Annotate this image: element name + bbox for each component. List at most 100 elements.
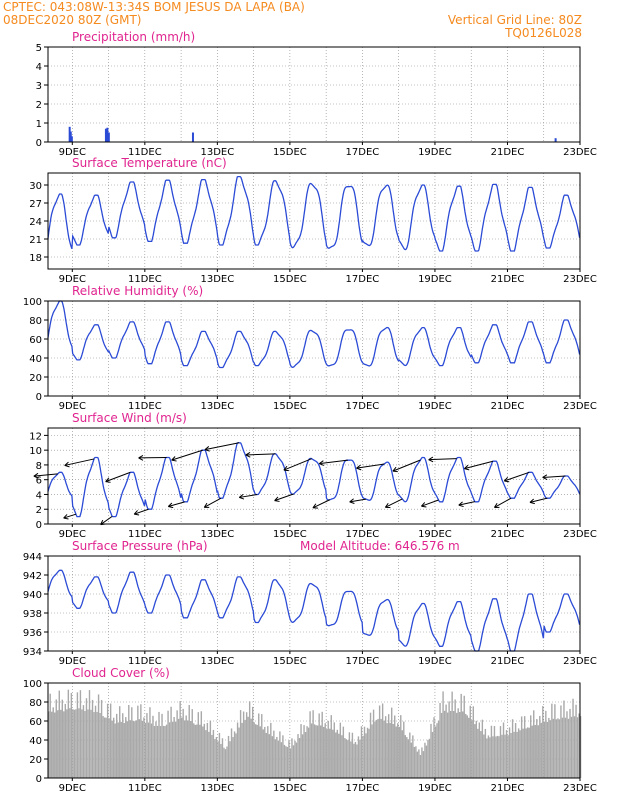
cloud-cover-bar: [159, 726, 162, 778]
cloud-cover-bar: [57, 710, 59, 778]
cloud-cover-bar: [321, 711, 323, 778]
cloud-cover-bar: [146, 713, 148, 778]
panel-1: Surface Temperature (nC) 18 21 24 27 30 9DEC 11…: [29, 156, 597, 285]
cloud-cover-bar: [277, 740, 280, 778]
cloud-cover-bar: [217, 741, 219, 778]
y-tick-label: 942: [23, 571, 42, 582]
cloud-cover-bar: [545, 710, 547, 778]
cloud-cover-bar: [126, 721, 128, 778]
cloud-cover-bar: [490, 725, 493, 778]
cloud-cover-bar: [256, 724, 258, 778]
y-tick-label: 12: [29, 431, 42, 442]
cloud-cover-bar: [324, 723, 326, 778]
cloud-cover-bar: [226, 746, 228, 778]
cloud-cover-bar: [165, 724, 168, 778]
wind-vector-head: [428, 456, 434, 463]
cloud-cover-bar: [289, 748, 292, 778]
cloud-cover-bar: [298, 737, 301, 778]
cloud-cover-bar: [117, 722, 119, 778]
cloud-cover-bar: [224, 749, 227, 778]
panel-title: Surface Pressure (hPa): [72, 539, 208, 553]
cloud-cover-bar: [318, 713, 320, 778]
cloud-cover-bar: [185, 715, 187, 778]
cloud-cover-bar: [282, 735, 284, 778]
cloud-cover-bar: [484, 728, 487, 778]
precipitation-bar: [191, 132, 194, 142]
cloud-cover-bar: [288, 740, 290, 778]
y-tick-label: 80: [29, 698, 42, 709]
cloud-cover-bar: [413, 746, 416, 778]
x-tick-label: 21DEC: [491, 656, 525, 667]
cloud-cover-bar: [131, 707, 133, 778]
cloud-cover-bar: [276, 736, 278, 778]
cloud-cover-bar: [190, 721, 192, 778]
panel-frame: [47, 555, 581, 652]
cloud-cover-bar: [233, 731, 236, 778]
y-tick-label: 21: [29, 235, 42, 246]
cloud-cover-bar: [193, 723, 195, 778]
x-tick-label: 11DEC: [128, 401, 162, 412]
wind-vector: [204, 442, 240, 451]
cloud-cover-bar: [280, 742, 283, 778]
cloud-cover-bar: [313, 724, 316, 778]
wind-vector-head: [421, 502, 427, 508]
cloud-cover-bar: [259, 726, 261, 778]
cloud-cover-bar: [510, 732, 512, 778]
cloud-cover-bar: [236, 722, 239, 778]
panel-frame: [47, 682, 581, 779]
wind-vector: [542, 475, 566, 478]
wind-vector: [504, 471, 530, 482]
cloud-cover-bar: [371, 724, 373, 778]
cloud-cover-bar: [384, 716, 387, 778]
y-tick-label: 0: [36, 774, 42, 785]
cloud-cover-bar: [168, 722, 171, 778]
cloud-cover-bar: [557, 718, 559, 778]
cloud-cover-bar: [144, 722, 147, 778]
cloud-cover-bar: [496, 735, 499, 778]
cloud-cover-bar: [125, 717, 127, 778]
cloud-cover-bar: [271, 736, 274, 778]
cloud-cover-bar: [70, 692, 73, 778]
cloud-cover-bar: [347, 740, 349, 778]
cloud-cover-bar: [440, 712, 443, 778]
cloud-cover-bar: [51, 711, 53, 778]
cloud-cover-bar: [366, 727, 369, 778]
cloud-cover-bar: [428, 738, 431, 778]
cloud-cover-bar: [430, 723, 432, 778]
x-tick-label: 11DEC: [128, 783, 162, 794]
cloud-cover-bar: [451, 691, 453, 778]
cloud-cover-bar: [483, 734, 485, 778]
y-tick-label: 27: [29, 199, 42, 210]
cloud-cover-bar: [140, 704, 142, 778]
x-tick-label: 13DEC: [200, 783, 234, 794]
panel-4: Surface Pressure (hPa) Model Altitude: 64…: [23, 539, 597, 667]
cloud-cover-bar: [480, 731, 482, 778]
cloud-cover-bar: [227, 735, 230, 778]
y-tick-label: 944: [23, 552, 42, 563]
x-tick-label: 11DEC: [128, 274, 162, 285]
cloud-cover-bar: [279, 731, 281, 778]
y-tick-label: 80: [29, 316, 42, 327]
cloud-cover-bar: [377, 718, 379, 778]
cloud-cover-bar: [460, 693, 462, 778]
wind-vector: [239, 493, 258, 498]
panel-2: Relative Humidity (%) 0 20 40 60 80 100 9DEC 11D…: [23, 284, 597, 412]
series-line: [47, 569, 581, 652]
cloud-cover-bar: [560, 705, 562, 778]
cloud-cover-bar: [329, 728, 331, 778]
cloud-cover-bar: [526, 727, 529, 778]
cloud-cover-bar: [114, 723, 116, 778]
x-tick-label: 21DEC: [491, 529, 525, 540]
cloud-cover-bar: [191, 709, 193, 778]
x-tick-label: 13DEC: [200, 274, 234, 285]
cloud-cover-bar: [427, 739, 429, 778]
cloud-cover-bar: [498, 736, 500, 778]
cloud-cover-bar: [221, 738, 224, 778]
cloud-cover-bar: [563, 700, 565, 778]
cloud-cover-bar: [486, 738, 488, 778]
x-tick-label: 15DEC: [273, 274, 307, 285]
x-tick-label: 17DEC: [346, 401, 380, 412]
wind-vector: [274, 493, 294, 502]
cloud-cover-bar: [566, 711, 568, 778]
cloud-cover-bar: [196, 724, 198, 778]
